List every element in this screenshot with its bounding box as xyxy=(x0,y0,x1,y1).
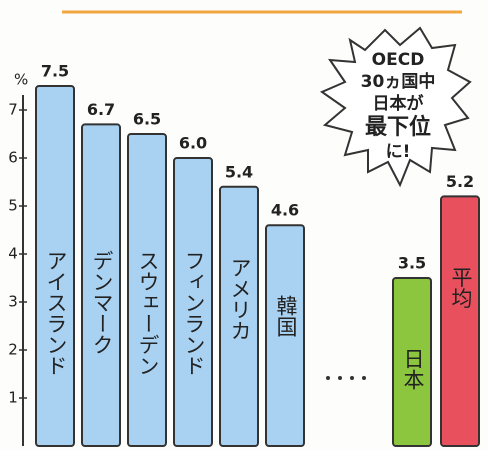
value-label: 5.2 xyxy=(446,172,474,191)
dot xyxy=(326,376,330,380)
value-label: 7.5 xyxy=(41,62,69,81)
category-label: アメリカ xyxy=(228,257,252,341)
bar xyxy=(173,157,213,447)
bar xyxy=(219,185,259,448)
bar xyxy=(392,277,432,447)
category-label: 日本 xyxy=(401,348,425,390)
annotation: 日本が xyxy=(373,93,424,114)
value-label: 6.0 xyxy=(179,134,207,153)
y-tick-label: 3 xyxy=(8,293,18,311)
category-label: デンマーク xyxy=(90,250,114,355)
category-label: フィンランド xyxy=(182,250,206,376)
value-label: 4.6 xyxy=(271,201,299,220)
annotation: に! xyxy=(386,142,411,162)
y-tick-label: 2 xyxy=(8,341,18,359)
speech-bubble xyxy=(319,26,472,188)
ellipsis xyxy=(326,376,366,380)
value-label: 3.5 xyxy=(398,254,426,273)
value-label: 6.7 xyxy=(87,100,115,119)
y-tick-label: 7 xyxy=(8,101,18,119)
annotation: OECD xyxy=(372,50,425,70)
dot xyxy=(338,376,342,380)
bar xyxy=(81,123,121,448)
bar xyxy=(35,85,75,447)
value-label: 6.5 xyxy=(133,110,161,129)
bar xyxy=(265,224,305,447)
category-label: 平均 xyxy=(449,266,473,308)
y-tick-label: 6 xyxy=(8,149,18,167)
annotation: 30ヵ国中 xyxy=(361,71,436,92)
y-axis-label: % xyxy=(14,71,28,89)
y-tick-label: 4 xyxy=(8,245,18,263)
value-label: 5.4 xyxy=(225,162,253,181)
dot xyxy=(362,376,366,380)
bar xyxy=(440,195,480,447)
bar xyxy=(127,133,167,447)
y-tick-label: 5 xyxy=(8,197,18,215)
category-label: スウェーデン xyxy=(136,250,160,376)
category-label: アイスランド xyxy=(44,250,68,376)
category-label: 韓国 xyxy=(274,295,298,337)
y-tick-label: 1 xyxy=(8,389,18,407)
annotation: 最下位 xyxy=(365,114,431,140)
dot xyxy=(350,376,354,380)
